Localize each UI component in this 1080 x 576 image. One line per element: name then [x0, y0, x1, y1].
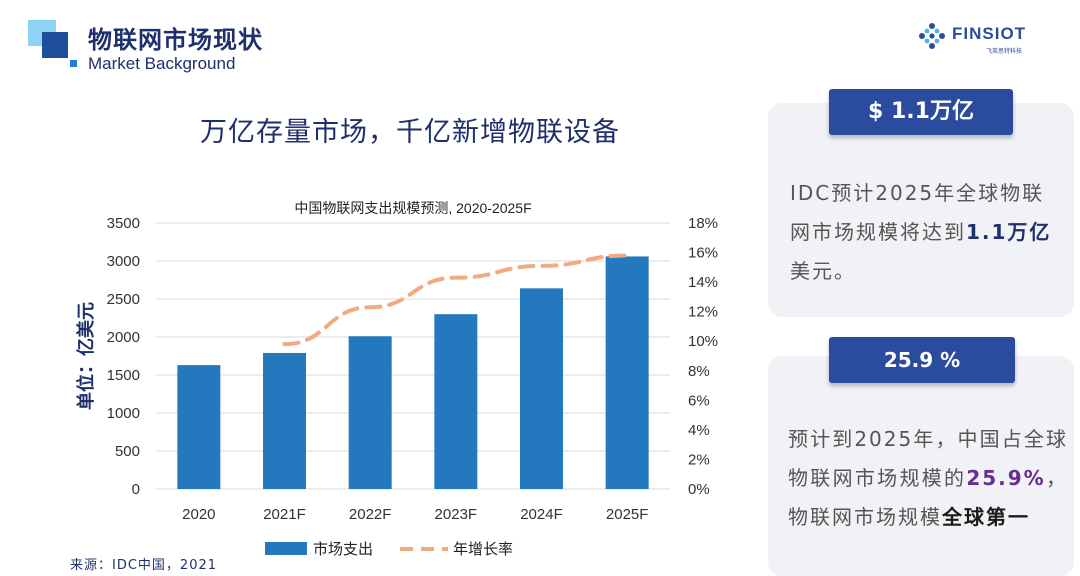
y2-tick-label: 16%: [688, 245, 718, 262]
y-tick-label: 2000: [107, 329, 140, 346]
brand-dots-icon: [919, 23, 945, 49]
legend-swatch-bar: [265, 542, 307, 555]
stat-card-china-share: [768, 356, 1074, 576]
legend-label-bar: 市场支出: [313, 540, 373, 558]
x-tick-label: 2020: [182, 506, 215, 523]
header-logo-squares: [28, 20, 76, 64]
chart-canvas: 中国物联网支出规模预测, 2020-2025F 0 500 1000 1500 2000 2…: [75, 200, 718, 558]
x-tick-label: 2024F: [520, 506, 563, 523]
card-text-part: IDC预计2025年全球物联网市场规模将达到: [790, 181, 1045, 244]
logo-square-dark: [42, 32, 68, 58]
brand-name: FINSIOT: [952, 24, 1027, 43]
card-text-part: 全球第一: [942, 505, 1030, 529]
y-tick-label: 500: [115, 443, 140, 460]
bar-2025F: [605, 256, 649, 489]
y2-tick-label: 10%: [688, 333, 718, 350]
card-text-part: ，物联网市场规模: [788, 466, 1069, 529]
y-tick-label: 3000: [107, 253, 140, 270]
y2-tick-label: 14%: [688, 274, 718, 291]
card-text-part: 美元。: [790, 259, 856, 283]
stat-badge-china-share: 25.9 %: [829, 337, 1015, 383]
y-tick-label: 2500: [107, 291, 140, 308]
y2-tick-label: 6%: [688, 392, 710, 409]
brand-tagline: 飞英思特科技: [986, 48, 1023, 55]
bar-2023F: [434, 314, 478, 489]
card-text-part: 1.1万亿: [966, 220, 1052, 244]
chart-title: 中国物联网支出规模预测, 2020-2025F: [294, 200, 531, 216]
y2-tick-label: 8%: [688, 363, 710, 380]
page-subtitle: Market Background: [88, 54, 236, 73]
stat-badge-global-market: $ 1.1万亿: [829, 89, 1013, 135]
stat-card-text-china-share: 预计到2025年，中国占全球物联网市场规模的25.9%，物联网市场规模全球第一: [788, 420, 1068, 537]
stat-card-text-global-market: IDC预计2025年全球物联网市场规模将达到1.1万亿美元。: [790, 174, 1066, 291]
y2-tick-label: 2%: [688, 451, 710, 468]
page-title: 物联网市场现状: [88, 26, 263, 54]
bar-2021F: [263, 352, 306, 489]
x-tick-label: 2022F: [349, 506, 392, 523]
y2-tick-label: 4%: [688, 422, 710, 439]
legend-label-line: 年增长率: [453, 540, 513, 558]
bar-2020: [177, 365, 221, 489]
source-note: 来源：IDC中国，2021: [70, 558, 218, 573]
stat-card-global-market: [768, 103, 1074, 317]
slide-headline: 万亿存量市场，千亿新增物联设备: [200, 117, 620, 148]
iot-spending-chart: 中国物联网支出规模预测, 2020-2025F 0 500 1000 1500 2000 2…: [60, 190, 740, 576]
y-tick-label: 1000: [107, 405, 140, 422]
x-tick-label: 2025F: [606, 506, 649, 523]
bar-2024F: [520, 288, 563, 489]
y-tick-label: 3500: [107, 215, 140, 232]
y2-tick-label: 18%: [688, 215, 718, 232]
y-tick-label: 1500: [107, 367, 140, 384]
y2-tick-label: 0%: [688, 481, 710, 498]
y2-tick-label: 12%: [688, 304, 718, 321]
x-tick-label: 2021F: [263, 506, 306, 523]
y-axis-label: 单位：亿美元: [75, 302, 97, 410]
subtitle-bullet-icon: [70, 60, 77, 67]
card-text-part: 预计到2025年，中国占全球物联网市场规模的: [788, 427, 1068, 490]
y-tick-label: 0: [132, 481, 140, 498]
x-tick-label: 2023F: [435, 506, 478, 523]
growth-rate-line: [282, 253, 630, 347]
card-text-part: 25.9%: [966, 466, 1046, 490]
brand-logo: FINSIOT 飞英思特科技: [916, 18, 1056, 58]
bar-2022F: [348, 336, 392, 489]
